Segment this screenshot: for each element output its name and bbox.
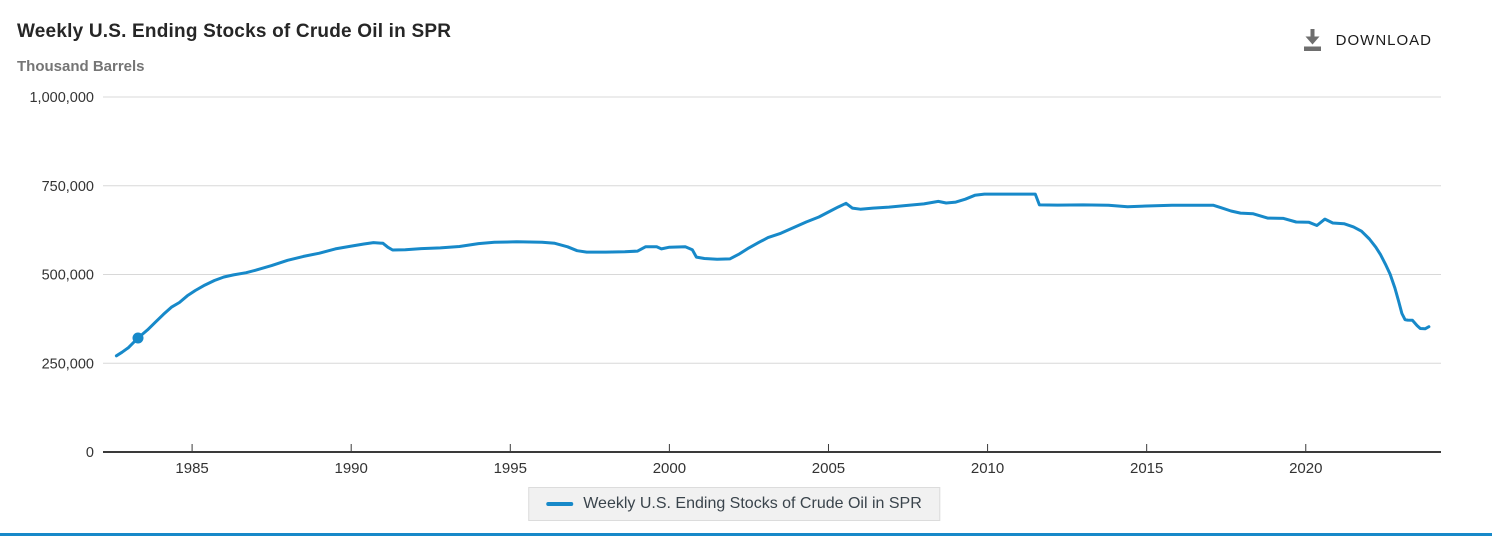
y-tick-label: 1,000,000 <box>29 90 94 106</box>
download-icon <box>1301 28 1324 52</box>
x-tick-label: 2010 <box>971 460 1004 477</box>
x-tick-label: 2020 <box>1289 460 1322 477</box>
page-title: Weekly U.S. Ending Stocks of Crude Oil i… <box>17 21 452 42</box>
x-tick-label: 1985 <box>175 460 208 477</box>
legend-line-swatch <box>546 502 574 506</box>
spr-line-chart-plot[interactable]: 0 250,000 500,000 750,000 1,000,000 1985 1990 1… <box>0 0 1492 480</box>
x-tick-label: 1995 <box>494 460 527 477</box>
y-tick-label: 250,000 <box>42 356 94 372</box>
x-tick-label: 2000 <box>653 460 686 477</box>
y-tick-label: 500,000 <box>42 268 94 284</box>
legend-label: Weekly U.S. Ending Stocks of Crude Oil i… <box>583 495 922 512</box>
series-line[interactable] <box>114 192 1431 358</box>
download-label: DOWNLOAD <box>1335 31 1432 49</box>
legend-item[interactable]: Weekly U.S. Ending Stocks of Crude Oil i… <box>528 487 940 521</box>
x-tick-label: 2015 <box>1130 460 1163 477</box>
chart-unit-subtitle: Thousand Barrels <box>17 58 145 75</box>
series-point-marker[interactable] <box>132 332 144 344</box>
y-tick-label: 0 <box>86 445 94 461</box>
y-tick-label: 750,000 <box>42 179 94 195</box>
x-tick-label: 1990 <box>335 460 368 477</box>
bottom-accent-border <box>0 533 1492 536</box>
x-tick-label: 2005 <box>812 460 845 477</box>
download-button[interactable]: DOWNLOAD <box>1299 24 1434 56</box>
